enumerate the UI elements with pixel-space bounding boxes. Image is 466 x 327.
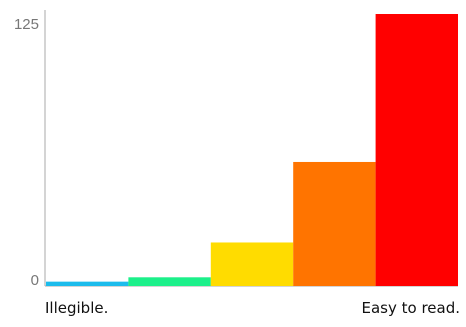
y-tick-label-min: 0 <box>30 272 39 289</box>
x-label-left-end: Illegible. <box>45 299 109 317</box>
bar-1 <box>46 281 129 286</box>
x-label-right-end: Easy to read. <box>361 299 460 317</box>
y-tick-label-max: 125 <box>13 16 39 33</box>
bar-2 <box>128 277 211 286</box>
bar-4 <box>293 161 376 286</box>
bar-5 <box>375 14 458 286</box>
bars-group <box>46 14 458 286</box>
bar-3 <box>210 242 294 286</box>
